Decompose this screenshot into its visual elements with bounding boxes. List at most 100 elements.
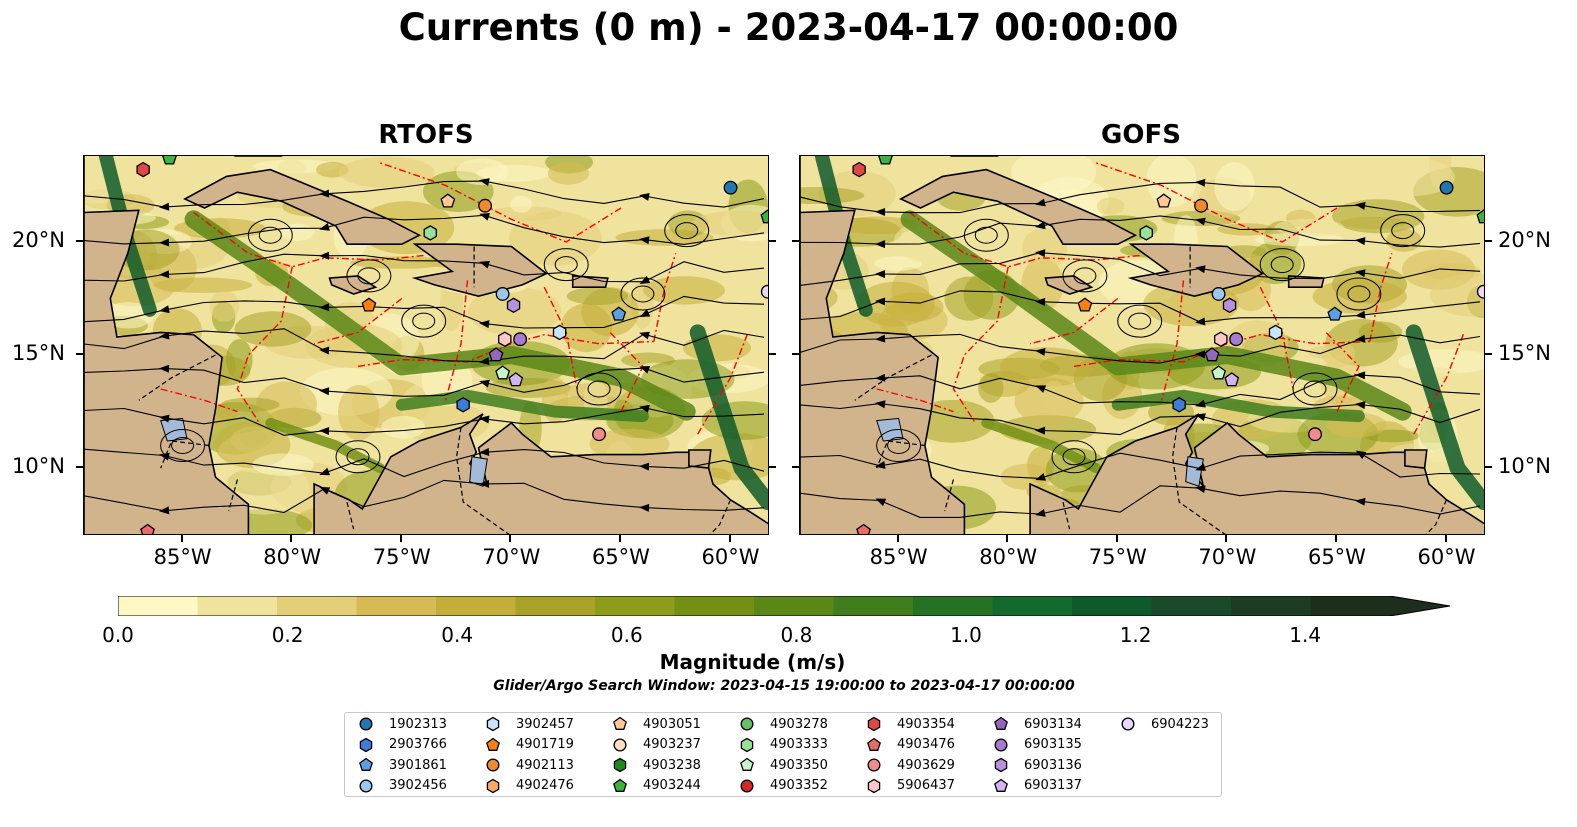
stream-arrow <box>319 189 330 198</box>
stream-arrow <box>319 303 330 312</box>
colorbar-tick-label: 0.0 <box>102 623 134 647</box>
float-marker-2903766 <box>456 397 470 413</box>
eddy-streamline <box>1336 277 1382 311</box>
float-marker-6903134 <box>1204 347 1220 362</box>
float-marker-4903333 <box>1139 225 1153 241</box>
lon-tick-mark <box>180 535 183 542</box>
float-marker-5906437 <box>1214 331 1228 347</box>
stream-arrow <box>319 251 330 260</box>
eddy-streamline <box>664 214 710 248</box>
colorbar-tick-label: 0.2 <box>271 623 304 647</box>
legend-item: 4903350 <box>738 755 828 775</box>
float-marker-1902313 <box>1439 180 1454 195</box>
stream-arrow <box>1035 297 1046 306</box>
legend-item: 4903629 <box>865 755 955 775</box>
stream-arrow <box>1195 485 1206 494</box>
legend-marker-icon <box>1121 717 1135 731</box>
eddy-streamline <box>412 312 436 330</box>
legend-marker-icon <box>359 737 373 752</box>
colorbar-segment <box>118 596 198 616</box>
stream-arrow <box>639 462 650 471</box>
eddy-streamline <box>1128 312 1152 330</box>
legend-marker <box>613 757 627 773</box>
float-marker-3902456 <box>1211 287 1226 301</box>
stream-arrow <box>1195 265 1206 274</box>
stream-arrow <box>875 297 886 306</box>
legend-marker <box>740 737 754 752</box>
lat-tick-mark <box>769 353 776 356</box>
stream-arrow <box>319 486 331 495</box>
legend-marker <box>359 757 373 771</box>
country-border <box>455 427 510 534</box>
streamlines <box>84 178 765 515</box>
stream-arrow <box>1355 497 1366 506</box>
eddy-streamline <box>675 222 699 240</box>
eez-boundary <box>1369 253 1393 342</box>
legend-item: 4903352 <box>738 776 828 796</box>
lon-tick-label: 80°W <box>979 545 1038 569</box>
eddy-streamline <box>1270 256 1294 274</box>
float-marker-4903350 <box>495 365 511 380</box>
colorbar-extend-arrow <box>1390 596 1450 616</box>
legend-marker <box>613 716 627 730</box>
colorbar-segment <box>1310 596 1391 616</box>
stream-arrow <box>479 415 490 424</box>
float-marker-6904223 <box>760 284 768 299</box>
lon-tick-mark <box>618 535 621 542</box>
stream-arrow <box>639 309 651 317</box>
legend-label: 6904223 <box>1151 716 1209 732</box>
eez-boundary <box>909 211 1140 268</box>
legend-marker <box>740 717 754 731</box>
country-border <box>1062 501 1071 530</box>
land-trinidad <box>1404 449 1428 469</box>
colorbar-segment <box>197 596 278 616</box>
stream-arrow <box>1355 269 1366 278</box>
float-marker-6903134 <box>488 347 504 362</box>
map-canvas <box>84 156 768 534</box>
float-marker-4902113 <box>478 198 493 213</box>
legend-label: 2903766 <box>389 737 447 752</box>
float-marker-4903476 <box>856 523 871 534</box>
search-window-text: Glider/Argo Search Window: 2023-04-15 19… <box>493 678 1075 694</box>
map-canvas <box>800 156 1484 534</box>
legend-marker-icon <box>359 717 373 731</box>
legend-item: 4901719 <box>484 735 574 755</box>
stream-arrow <box>159 331 170 340</box>
stream-arrow <box>639 404 650 413</box>
legend-item: 4903476 <box>865 735 955 755</box>
lon-tick-mark <box>399 535 402 542</box>
stream-arrow <box>479 320 490 329</box>
colorbar-segment <box>674 596 755 616</box>
eddy-streamline <box>357 267 381 285</box>
lat-tick-mark <box>76 239 83 242</box>
stream-arrow <box>1355 202 1366 210</box>
legend-label: 4903354 <box>897 716 955 732</box>
legend-label: 5906437 <box>897 778 955 793</box>
eez-boundary <box>876 388 954 413</box>
legend-label: 4903237 <box>643 737 701 752</box>
legend-marker <box>359 717 373 731</box>
stream-arrow <box>1355 450 1367 460</box>
eez-boundary <box>1413 332 1465 435</box>
legend-marker-icon <box>994 738 1008 751</box>
float-marker-4903244 <box>878 156 893 165</box>
legend-item: 6903135 <box>992 735 1082 755</box>
legend-marker-icon <box>740 717 754 731</box>
legend-marker-icon <box>867 758 881 772</box>
lon-tick-label: 65°W <box>591 545 650 569</box>
colorbar <box>118 596 1450 616</box>
eez-boundary <box>160 388 238 413</box>
stream-arrow <box>1195 178 1206 187</box>
eddy-streamline <box>1062 448 1086 466</box>
legend-item: 6904223 <box>1119 714 1209 734</box>
eez-boundary <box>1095 162 1338 243</box>
float-marker-4903629 <box>592 427 606 442</box>
legend-marker-icon <box>613 757 627 773</box>
legend-marker <box>740 779 754 792</box>
colorbar-segment <box>595 596 675 616</box>
stream-arrow <box>639 236 650 245</box>
stream-arrow <box>479 447 490 456</box>
panel-title-gofs: GOFS <box>1101 120 1181 150</box>
eddy-streamline <box>335 440 381 474</box>
stream-arrow <box>1035 473 1047 481</box>
